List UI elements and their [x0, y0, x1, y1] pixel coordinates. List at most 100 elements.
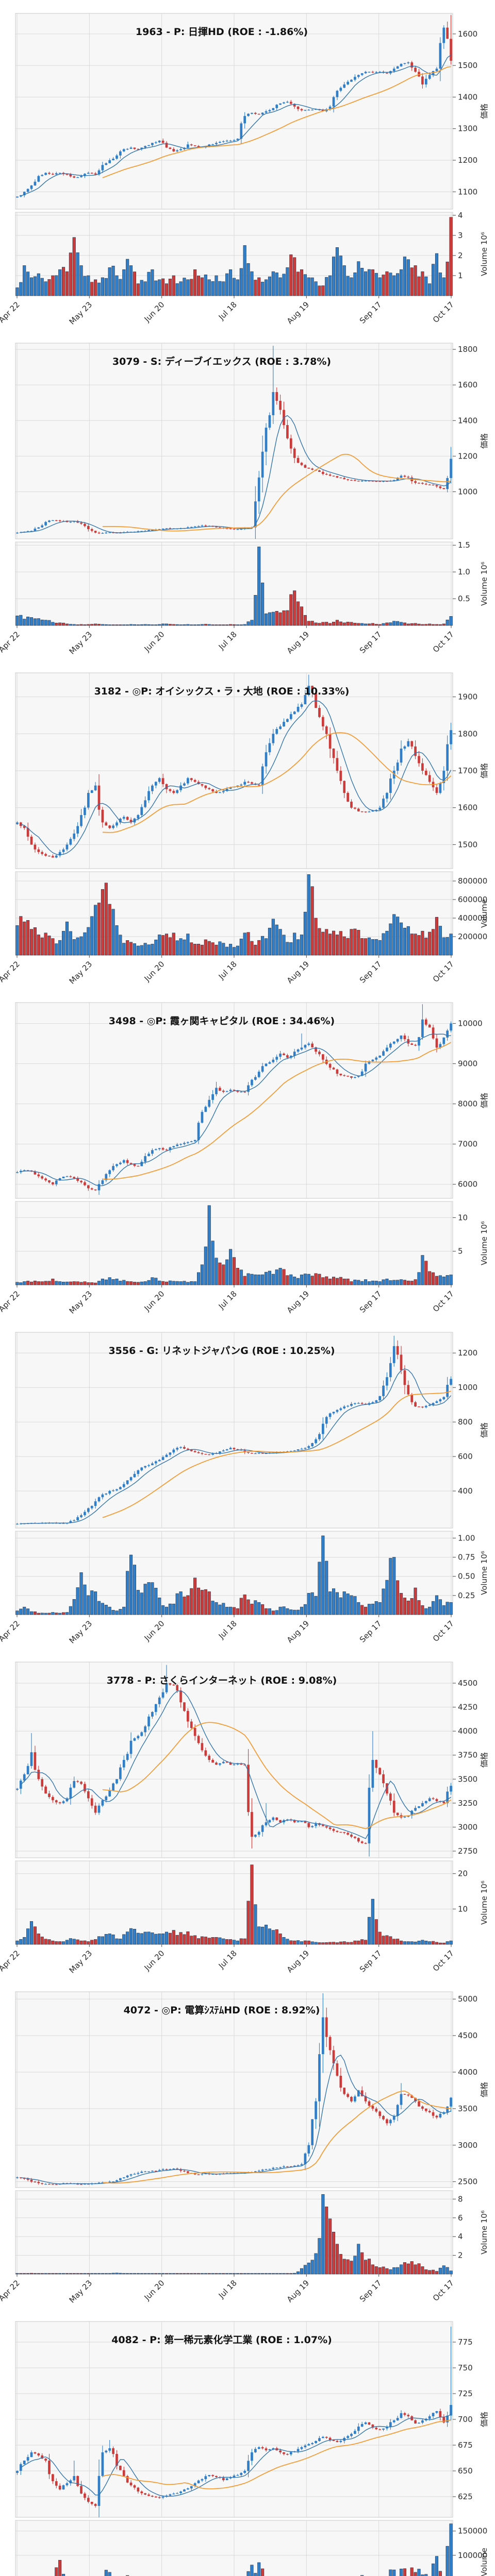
volume-tick-label: 6: [458, 2213, 463, 2223]
price-tick-label: 9000: [458, 1059, 477, 1069]
price-tick-label: 800: [458, 1417, 473, 1427]
price-tick-label: 1500: [458, 61, 477, 70]
stock-chart-figure: 400 600 800 1000 1200 0.25 0.50 0.75 1.00 Apr 22 M…: [0, 1319, 495, 1649]
price-tick-label: 3750: [458, 1751, 477, 1760]
chart-title: 1963 - P: 日揮HD (ROE : -1.86%): [136, 26, 308, 38]
ma-long-line: [102, 2419, 451, 2489]
price-tick-label: 1000: [458, 1383, 477, 1392]
volume-axis-label: Volume 10⁶: [480, 1221, 489, 1265]
price-tick-label: 1500: [458, 840, 477, 849]
price-tick-label: 675: [458, 2441, 473, 2450]
grid-layer: [15, 1332, 453, 1615]
volume-axis-label: Volume 10⁶: [480, 1880, 489, 1925]
price-tick-label: 400: [458, 1486, 473, 1496]
ma-short-line: [21, 1368, 452, 1524]
ma-long-line: [102, 2090, 451, 2184]
grid-layer: [15, 343, 453, 625]
volume-tick-label: 1.5: [458, 540, 470, 550]
volume-tick-label: 400000: [458, 913, 487, 923]
volume-tick-label: 2: [458, 2251, 463, 2260]
volume-tick-label: 2: [458, 251, 463, 260]
volume-tick-label: 800000: [458, 876, 487, 886]
price-tick-label: 725: [458, 2389, 473, 2398]
price-tick-label: 1600: [458, 380, 477, 389]
price-tick-label: 4000: [458, 1726, 477, 1736]
price-tick-label: 3250: [458, 1799, 477, 1808]
grid-layer: [15, 13, 453, 296]
volume-tick-label: 4: [458, 211, 463, 220]
price-tick-label: 1800: [458, 345, 477, 354]
chart-title: 3498 - ◎P: 霞ヶ関キャピタル (ROE : 34.46%): [109, 1015, 335, 1027]
stock-chart-figure: 1000 1200 1400 1600 1800 0.5 1.0 1.5 Apr 22 May 2…: [0, 330, 495, 659]
chart-title: 3556 - G: リネットジャパンG (ROE : 10.25%): [108, 1345, 335, 1357]
chart-title: 3182 - ◎P: オイシックス・ラ・大地 (ROE : 10.33%): [94, 685, 350, 697]
volume-axis-label: Volume 10⁶: [480, 2210, 489, 2255]
tick-marks: [16, 1683, 456, 1947]
price-tick-label: 775: [458, 2337, 473, 2347]
price-tick-label: 4250: [458, 1703, 477, 1712]
volume-tick-label: 1.00: [458, 1533, 475, 1543]
tick-marks: [16, 33, 456, 298]
price-tick-label: 1200: [458, 1348, 477, 1358]
ma-short-line: [21, 700, 452, 855]
price-axis-label: 価格: [480, 433, 489, 449]
price-tick-label: 2750: [458, 1846, 477, 1856]
price-axis-label: 価格: [480, 2412, 489, 2427]
price-tick-label: 3500: [458, 1774, 477, 1784]
ma-short-line: [21, 2054, 451, 2184]
price-tick-label: 2500: [458, 2177, 477, 2187]
volume-tick-label: 0.75: [458, 1553, 475, 1562]
stock-chart-figure: 1100 1200 1300 1400 1500 1600 1 2 3 4 Apr 22 May 23…: [0, 0, 495, 330]
ma-short-line: [21, 55, 452, 196]
grid-layer: [15, 1662, 453, 1944]
price-tick-label: 3000: [458, 2141, 477, 2150]
chart-title: 3778 - P: さくらインターネット (ROE : 9.08%): [107, 1675, 337, 1686]
tick-marks: [453, 2342, 456, 2556]
stock-chart-figure: 62565067570072575077550000100000150000Ap…: [0, 2308, 495, 2576]
price-tick-label: 1100: [458, 187, 477, 196]
price-tick-label: 1700: [458, 766, 477, 775]
chart-canvas: 62565067570072575077550000100000150000Ap…: [0, 2308, 495, 2576]
volume-bars-layer: [15, 1535, 453, 1615]
stock-chart-figure: 6000 7000 8000 9000 10000 5 10 Apr 22 May 23 Jun …: [0, 989, 495, 1319]
stock-chart-figure: 2750 3000 3250 3500 3750 4000 4250 4500 10 20 Apr …: [0, 1649, 495, 1978]
price-axis-label: 価格: [480, 2082, 489, 2097]
volume-tick-label: 10: [458, 1904, 468, 1913]
volume-axis-label: Volume 10⁶: [480, 1551, 489, 1595]
stock-chart-figure: 2500 3000 3500 4000 4500 5000 2 4 6 8 Apr 22 May 23…: [0, 1978, 495, 2308]
ma-short-line: [21, 1033, 451, 1187]
volume-bars-layer: [15, 547, 453, 626]
ma-short-line: [20, 2414, 451, 2497]
chart-canvas: 1500 1600 1700 1800 1900 200000 400000 600000 80…: [0, 659, 495, 989]
price-tick-label: 1200: [458, 156, 477, 165]
volume-tick-label: 10: [458, 1213, 468, 1222]
price-tick-label: 625: [458, 2492, 473, 2501]
price-tick-label: 6000: [458, 1180, 477, 1189]
chart-title: 3079 - S: ディーブイエックス (ROE : 3.78%): [112, 355, 331, 367]
tick-marks: [16, 1998, 456, 2277]
price-tick-label: 8000: [458, 1099, 477, 1109]
volume-tick-label: 8: [458, 2194, 463, 2204]
price-tick-label: 1900: [458, 692, 477, 702]
price-tick-label: 1600: [458, 803, 477, 812]
grid-layer: [15, 1992, 453, 2274]
ma-short-line: [20, 1690, 451, 1839]
candles-layer: [16, 1004, 452, 1195]
volume-tick-label: 0.5: [458, 594, 470, 603]
ma-long-line: [102, 1722, 452, 1829]
tick-marks: [16, 1023, 456, 1287]
price-axis-label: 価格: [480, 1093, 489, 1108]
volume-tick-label: 20: [458, 1869, 468, 1878]
price-tick-label: 1200: [458, 451, 477, 461]
price-tick-label: 10000: [458, 1019, 483, 1028]
price-tick-label: 1000: [458, 487, 477, 496]
price-tick-label: 1600: [458, 29, 477, 39]
candles-layer: [16, 1335, 452, 1525]
price-tick-label: 7000: [458, 1140, 477, 1149]
volume-tick-label: 150000: [458, 2527, 487, 2536]
volume-axis-label: Volume: [480, 2548, 489, 2576]
